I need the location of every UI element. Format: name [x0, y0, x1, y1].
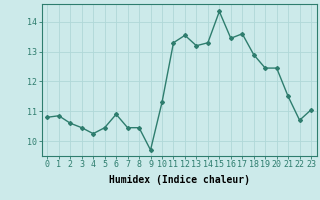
X-axis label: Humidex (Indice chaleur): Humidex (Indice chaleur) — [109, 175, 250, 185]
